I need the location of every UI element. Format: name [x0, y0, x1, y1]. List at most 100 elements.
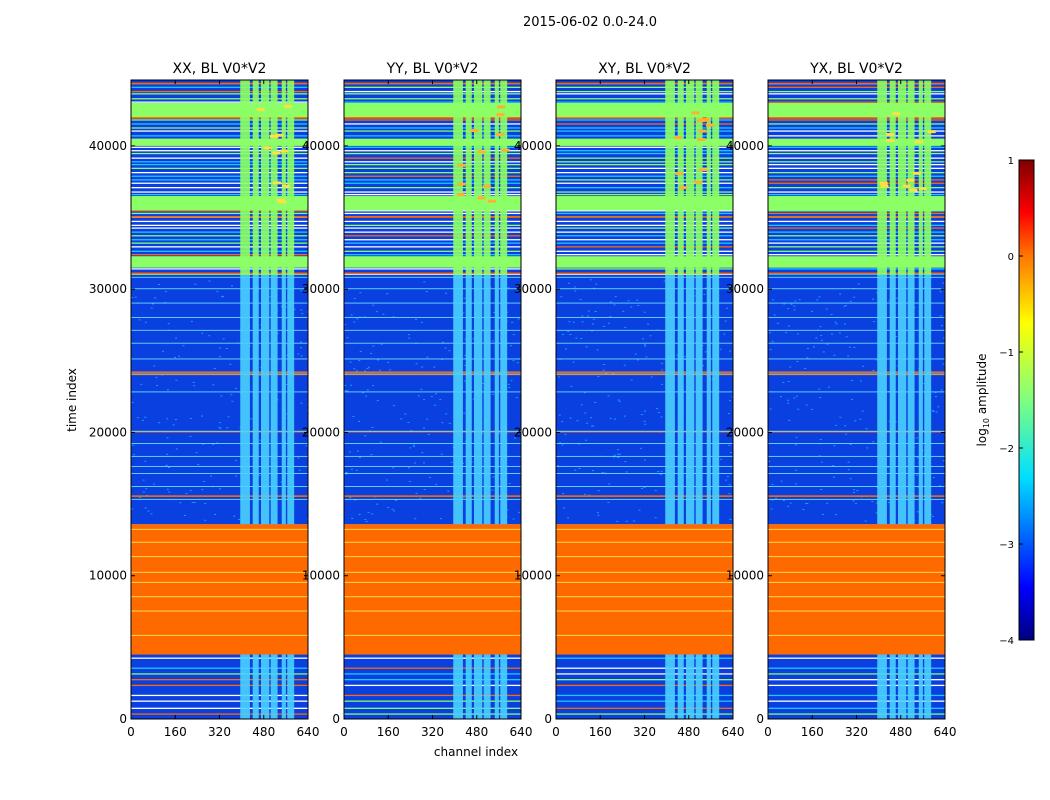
stripe-line: [344, 171, 521, 174]
y-tick-label: 10000: [514, 569, 552, 583]
y-tick-label: 30000: [514, 282, 552, 296]
rfi-column: [287, 274, 295, 525]
rfi-column: [685, 274, 695, 525]
rfi-column: [500, 80, 508, 275]
stripe-line: [768, 119, 945, 121]
noise-dot: [795, 436, 798, 438]
x-tick-label: 160: [164, 725, 187, 739]
noise-dot: [379, 369, 382, 371]
noise-dot: [864, 520, 867, 522]
stripe-line: [768, 220, 945, 223]
noise-dot: [154, 297, 157, 299]
noise-dot: [356, 450, 359, 452]
bottom-line: [556, 694, 733, 697]
noise-dot: [787, 399, 790, 401]
noise-dot: [644, 423, 647, 425]
stripe-line: [768, 86, 945, 88]
yellow-line: [344, 541, 521, 543]
cyan-line: [131, 443, 308, 444]
noise-dot: [632, 520, 635, 522]
rfi-column: [918, 80, 923, 275]
bottom-line: [556, 679, 733, 681]
stripe-line: [344, 163, 521, 166]
rfi-speckle: [705, 123, 714, 127]
noise-dot: [938, 485, 941, 487]
noise-dot: [166, 453, 169, 455]
noise-dot: [427, 433, 430, 435]
noise-dot: [222, 338, 225, 340]
noise-dot: [227, 416, 230, 418]
noise-dot: [785, 332, 788, 334]
yellow-line: [556, 528, 733, 530]
noise-dot: [831, 333, 834, 335]
noise-dot: [430, 395, 433, 397]
noise-dot: [212, 443, 215, 445]
noise-dot: [166, 418, 169, 420]
rfi-column: [483, 654, 491, 719]
stripe-line: [344, 130, 521, 132]
cyan-line: [131, 498, 308, 500]
noise-dot: [439, 518, 442, 520]
stripe-line: [768, 146, 945, 148]
noise-dot: [916, 511, 919, 513]
cyan-line: [344, 302, 521, 304]
noise-dot: [654, 517, 657, 519]
y-tick-label: 30000: [302, 282, 340, 296]
noise-dot: [510, 380, 513, 382]
stripe-line: [131, 171, 308, 174]
noise-dot: [464, 364, 467, 366]
noise-dot: [843, 323, 846, 325]
noise-dot: [818, 296, 821, 298]
stripe-line: [131, 224, 308, 227]
noise-dot: [934, 396, 937, 398]
yellow-line: [131, 528, 308, 530]
noise-dot: [602, 369, 605, 371]
stripe-line: [344, 191, 521, 193]
noise-dot: [789, 366, 792, 368]
noise-dot: [423, 399, 426, 401]
noise-dot: [769, 348, 772, 350]
stripe-line: [344, 93, 521, 95]
rfi-speckle: [276, 198, 285, 202]
noise-dot: [922, 383, 925, 385]
noise-dot: [572, 321, 575, 323]
y-tick-label: 20000: [302, 425, 340, 439]
noise-dot: [796, 361, 799, 363]
orange-line: [556, 117, 733, 119]
rfi-speckle: [691, 111, 700, 115]
x-tick-label: 160: [589, 725, 612, 739]
noise-dot: [591, 330, 594, 332]
cyan-line: [556, 430, 733, 432]
stripe-line: [556, 242, 733, 244]
rfi-speckle: [457, 182, 466, 186]
noise-dot: [894, 421, 897, 423]
colorbar-tick-label: 0: [1008, 252, 1014, 263]
noise-dot: [796, 333, 799, 335]
noise-dot: [189, 435, 192, 437]
noise-dot: [641, 338, 644, 340]
noise-dot: [231, 400, 234, 402]
rfi-column: [473, 80, 483, 275]
cyan-line: [344, 373, 521, 375]
noise-dot: [835, 323, 838, 325]
noise-dot: [426, 418, 429, 420]
noise-dot: [570, 385, 573, 387]
rfi-column: [281, 80, 286, 275]
stripe-line: [768, 212, 945, 215]
noise-dot: [643, 420, 646, 422]
noise-dot: [876, 292, 879, 294]
stripe-line: [768, 93, 945, 95]
noise-dot: [793, 309, 796, 311]
rfi-column: [252, 274, 259, 525]
noise-dot: [345, 473, 348, 475]
noise-dot: [851, 398, 854, 400]
stripe-line: [556, 161, 733, 163]
noise-dot: [853, 296, 856, 298]
noise-dot: [235, 387, 238, 389]
noise-dot: [939, 291, 942, 293]
rfi-speckle: [912, 171, 921, 175]
yellow-line: [768, 556, 945, 558]
stripe-line: [768, 242, 945, 244]
stripe-line: [131, 182, 308, 184]
noise-dot: [602, 326, 605, 328]
